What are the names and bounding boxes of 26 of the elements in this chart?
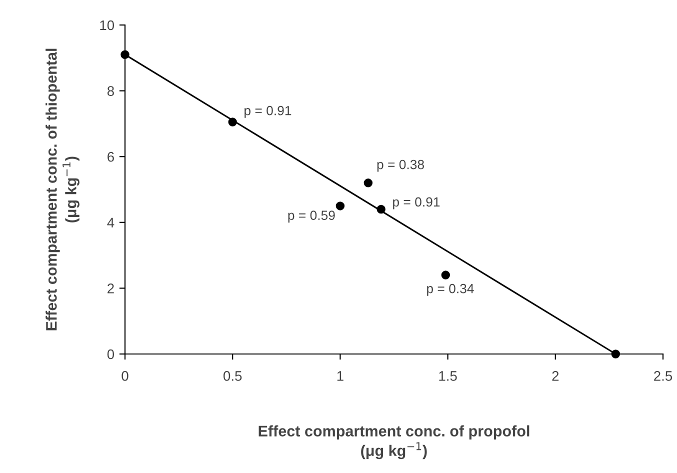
- point: [364, 178, 373, 188]
- x-tick-label: 2: [552, 371, 559, 381]
- x-tick-label: 1: [337, 371, 344, 381]
- annotation: p = 0.34: [427, 284, 474, 296]
- x-tick-label: 0: [122, 371, 128, 381]
- y-tick-label: 10: [100, 20, 114, 30]
- x-tick-label: 1.5: [439, 371, 457, 381]
- y-tick-label: 2: [108, 284, 114, 294]
- x-tick-label: 0.5: [223, 371, 242, 381]
- x-tick-label: 2.5: [654, 371, 672, 381]
- annotation: p = 0.91: [244, 106, 292, 118]
- point: [611, 350, 620, 358]
- point: [376, 204, 386, 214]
- point: [120, 50, 130, 59]
- y-tick-label: 4: [107, 218, 114, 228]
- x-axis-title: Effect compartment conc. of propofol (μg kg$^{−1}$): [258, 425, 530, 460]
- point: [336, 202, 345, 210]
- point: [441, 270, 450, 280]
- annotation: p = 0.59: [288, 210, 335, 223]
- y-tick-label: 6: [108, 152, 114, 162]
- y-tick-label: 8: [107, 86, 114, 96]
- y-axis-title: Effect compartment conc. of thiopental (μg kg$^{−1}$): [46, 48, 80, 330]
- point: [228, 118, 237, 126]
- annotation: p = 0.91: [393, 197, 440, 210]
- y-tick-label: 0: [107, 349, 114, 360]
- annotation: p = 0.38: [377, 160, 424, 172]
